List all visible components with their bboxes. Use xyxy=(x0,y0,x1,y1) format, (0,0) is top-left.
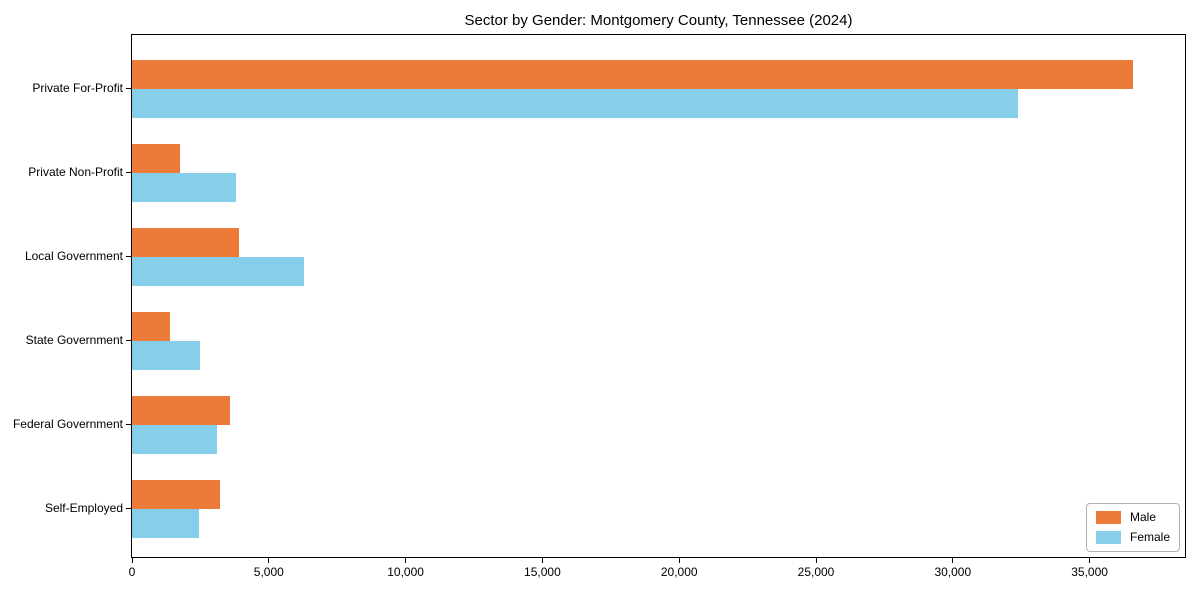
x-tick-mark xyxy=(541,558,544,563)
legend-label: Female xyxy=(1129,530,1170,544)
bar-male-local-government xyxy=(132,228,239,257)
y-tick-label: Private Non-Profit xyxy=(28,165,123,179)
y-tick-label: Private For-Profit xyxy=(32,81,123,95)
legend: Male Female xyxy=(1085,503,1180,552)
bar-male-federal-government xyxy=(132,396,231,425)
x-tick-label: 15,000 xyxy=(524,565,561,579)
bar-female-federal-government xyxy=(132,425,217,454)
y-tick-label: Self-Employed xyxy=(44,501,123,515)
bar-male-private-non-profit xyxy=(132,144,180,173)
y-tick-mark xyxy=(126,423,131,425)
x-tick-mark xyxy=(405,558,407,563)
x-tick-label: 0 xyxy=(128,565,136,579)
y-tick-label: State Government xyxy=(25,333,123,347)
x-tick-mark xyxy=(1089,558,1091,563)
chart-title: Sector by Gender: Montgomery County, Ten… xyxy=(464,12,853,29)
y-tick-mark xyxy=(126,87,131,89)
legend-item-male: Male xyxy=(1095,510,1170,524)
y-tick-mark xyxy=(126,339,131,341)
x-tick-label: 20,000 xyxy=(660,565,698,579)
x-tick-label: 10,000 xyxy=(387,565,424,579)
y-tick-label: Local Government xyxy=(24,249,123,263)
y-tick-mark xyxy=(126,507,131,509)
x-tick-label: 25,000 xyxy=(797,565,835,579)
x-tick-mark xyxy=(952,558,954,563)
legend-label: Male xyxy=(1129,510,1156,524)
x-tick-label: 30,000 xyxy=(934,565,972,579)
bar-male-self-employed xyxy=(132,480,220,509)
y-tick-mark xyxy=(126,171,131,173)
y-tick-label: Federal Government xyxy=(12,417,123,431)
bar-female-state-government xyxy=(132,341,201,370)
x-tick-mark xyxy=(268,558,270,563)
bar-female-self-employed xyxy=(132,509,200,538)
x-tick-mark xyxy=(678,558,680,563)
x-tick-label: 5,000 xyxy=(253,565,284,579)
bar-male-state-government xyxy=(132,312,171,341)
x-tick-mark xyxy=(131,558,133,563)
bar-female-local-government xyxy=(132,257,305,286)
legend-swatch-female xyxy=(1095,531,1121,544)
bar-male-private-for-profit xyxy=(132,60,1134,89)
legend-swatch-male xyxy=(1095,511,1121,524)
plot-area: Male Female xyxy=(131,34,1186,558)
x-tick-mark xyxy=(815,558,817,563)
bar-female-private-for-profit xyxy=(132,89,1019,118)
bar-female-private-non-profit xyxy=(132,173,236,202)
legend-item-female: Female xyxy=(1095,530,1170,544)
x-tick-label: 35,000 xyxy=(1071,565,1108,579)
y-tick-mark xyxy=(126,255,131,257)
